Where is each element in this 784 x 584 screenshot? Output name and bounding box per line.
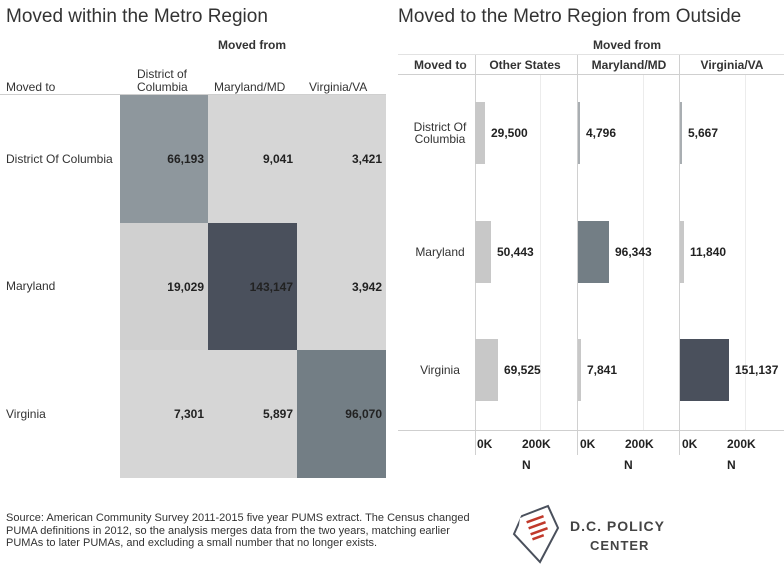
heatmap-cell-label: 96,070 bbox=[345, 407, 382, 421]
heatmap-cell bbox=[297, 95, 386, 223]
heatmap-cell-label: 5,897 bbox=[262, 407, 293, 421]
right-column-header: Virginia/VA bbox=[700, 58, 764, 72]
right-moved-to-label: Moved to bbox=[414, 58, 467, 72]
heatmap-cell-label: 7,301 bbox=[173, 407, 204, 421]
heatmap-cell-label: 19,029 bbox=[167, 279, 204, 294]
heatmap-cell-label: 143,147 bbox=[249, 279, 293, 294]
bar bbox=[680, 221, 684, 283]
right-column-header: Other States bbox=[489, 58, 561, 72]
left-row-label: District Of Columbia bbox=[6, 152, 113, 166]
left-header-divider bbox=[0, 94, 386, 95]
left-moved-to-label: Moved to bbox=[6, 80, 56, 94]
left-row-label: Virginia bbox=[6, 407, 46, 421]
heatmap-cell bbox=[208, 223, 297, 350]
panel-divider bbox=[577, 55, 578, 455]
logo-line1: D.C. POLICY bbox=[570, 518, 666, 534]
x-tick-label: 200K bbox=[625, 437, 654, 451]
bar bbox=[578, 339, 581, 401]
right-title: Moved to the Metro Region from Outside bbox=[398, 6, 742, 27]
bar bbox=[578, 221, 609, 283]
bar-value-label: 96,343 bbox=[615, 245, 652, 259]
left-title: Moved within the Metro Region bbox=[6, 6, 268, 27]
heatmap-cell bbox=[297, 350, 386, 478]
bar bbox=[680, 102, 682, 164]
x-axis-title: N bbox=[624, 458, 633, 472]
x-axis-title: N bbox=[727, 458, 736, 472]
bar-value-label: 5,667 bbox=[688, 126, 719, 140]
gridline-200k bbox=[540, 75, 541, 430]
x-tick-label: 0K bbox=[580, 437, 596, 451]
bar-value-label: 69,525 bbox=[504, 363, 541, 377]
left-column-header: District of Columbia bbox=[137, 67, 188, 94]
bar bbox=[475, 102, 485, 164]
heatmap-cell-label: 66,193 bbox=[167, 152, 204, 166]
heatmap-cell bbox=[120, 223, 208, 350]
heatmap-cell bbox=[297, 223, 386, 350]
gridline-200k bbox=[643, 75, 644, 430]
right-row-label: District Of Columbia bbox=[413, 120, 467, 146]
right-moved-from-label: Moved from bbox=[593, 38, 662, 52]
panel-divider bbox=[679, 55, 680, 455]
left-column-header: Maryland/MD bbox=[214, 80, 286, 94]
heatmap-cell-label: 9,041 bbox=[262, 152, 293, 166]
dc-policy-center-logo bbox=[510, 504, 562, 564]
x-axis-title: N bbox=[522, 458, 531, 472]
logo-line2: CENTER bbox=[590, 538, 650, 553]
source-note: Source: American Community Survey 2011-2… bbox=[6, 512, 470, 549]
bar bbox=[680, 339, 729, 401]
x-tick-label: 0K bbox=[682, 437, 698, 451]
logo-icon bbox=[512, 504, 560, 564]
heatmap-cell-label: 3,421 bbox=[351, 152, 382, 166]
x-tick-label: 200K bbox=[727, 437, 756, 451]
right-top-divider bbox=[398, 54, 784, 55]
bar-value-label: 7,841 bbox=[587, 363, 618, 377]
bar-value-label: 29,500 bbox=[491, 126, 528, 140]
heatmap-cell bbox=[120, 95, 208, 223]
bar-value-label: 50,443 bbox=[497, 245, 534, 259]
left-column-header: Virginia/VA bbox=[309, 80, 368, 94]
gridline-200k bbox=[745, 75, 746, 430]
bar-value-label: 151,137 bbox=[735, 363, 779, 377]
right-row-label: Maryland bbox=[415, 245, 465, 259]
bar bbox=[475, 339, 498, 401]
bar-value-label: 4,796 bbox=[586, 126, 617, 140]
x-tick-label: 200K bbox=[522, 437, 551, 451]
bar bbox=[578, 102, 580, 164]
heatmap-cell-label: 3,942 bbox=[351, 279, 382, 294]
heatmap-cell bbox=[208, 95, 297, 223]
left-row-label: Maryland bbox=[6, 279, 56, 293]
left-moved-from-label: Moved from bbox=[218, 38, 287, 52]
heatmap-cell bbox=[208, 350, 297, 478]
right-row-label: Virginia bbox=[420, 363, 460, 377]
x-tick-label: 0K bbox=[477, 437, 493, 451]
x-axis-line bbox=[398, 430, 784, 431]
bar bbox=[475, 221, 491, 283]
right-header-divider bbox=[398, 74, 784, 75]
heatmap-cell bbox=[120, 350, 208, 478]
right-column-header: Maryland/MD bbox=[591, 58, 667, 72]
bar-value-label: 11,840 bbox=[690, 245, 727, 259]
